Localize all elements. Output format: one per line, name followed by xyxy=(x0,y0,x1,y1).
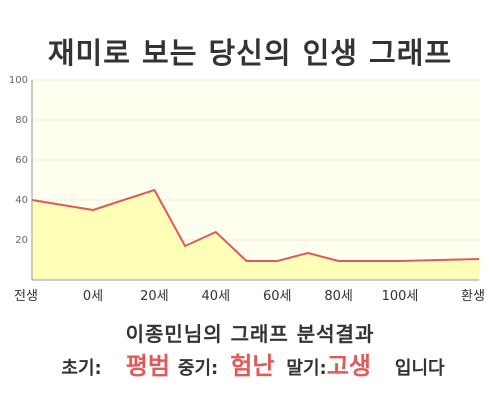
series-line xyxy=(31,189,480,262)
x-tick-label: 100세 xyxy=(382,289,419,304)
axes xyxy=(31,80,479,281)
y-tick-label: 80 xyxy=(15,115,28,126)
late-stage-value: 고생 xyxy=(326,352,371,380)
x-tick-label: 60세 xyxy=(263,289,292,304)
mid-stage-value: 험난 xyxy=(230,352,275,380)
early-stage-value: 평범 xyxy=(125,352,170,380)
x-tick-label: 환생 xyxy=(461,289,485,304)
y-tick-label: 40 xyxy=(15,195,28,206)
result-ending: 입니다 xyxy=(394,358,445,379)
grid-lines xyxy=(32,79,479,241)
y-tick-labels: 20 40 60 80 100 xyxy=(9,75,28,246)
y-tick-label: 20 xyxy=(15,235,28,246)
y-tick-label: 60 xyxy=(15,155,28,166)
analysis-result: 초기: 평범 중기: 험난 말기:고생 입니다 xyxy=(0,346,500,381)
late-stage-label: 말기: xyxy=(286,358,327,379)
early-stage-label: 초기: xyxy=(61,358,102,379)
analysis-heading: 이종민님의 그래프 분석결과 xyxy=(125,322,375,346)
y-tick-label: 100 xyxy=(9,75,28,86)
page-title: 재미로 보는 당신의 인생 그래프 xyxy=(47,36,453,70)
x-tick-label: 20세 xyxy=(140,289,169,304)
area-fill xyxy=(32,190,479,280)
mid-stage-label: 중기: xyxy=(177,358,219,379)
x-tick-label: 전생 xyxy=(14,289,38,304)
x-tick-label: 80세 xyxy=(324,289,353,304)
x-tick-label: 40세 xyxy=(202,289,231,304)
x-tick-label: 0세 xyxy=(83,289,103,304)
x-tick-labels: 전생 0세 20세 40세 60세 80세 100세 환생 xyxy=(14,289,485,304)
